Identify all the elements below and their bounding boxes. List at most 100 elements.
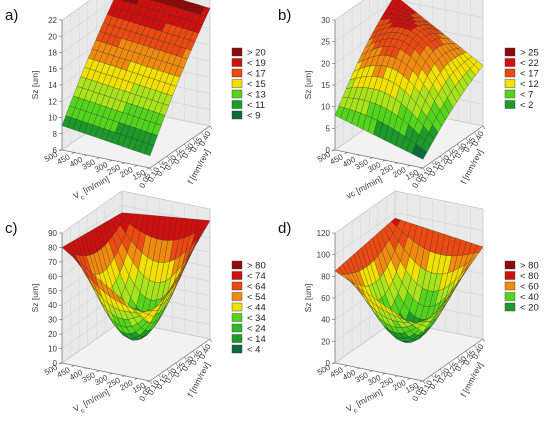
vc-tick <box>344 365 348 367</box>
f-tick <box>149 167 153 172</box>
legend-label: < 15 <box>247 79 266 90</box>
vc-tick <box>84 154 88 157</box>
z-tick-label: 120 <box>317 229 331 238</box>
legend-label: > 80 <box>247 261 266 272</box>
vc-tick <box>71 365 75 367</box>
legend-label: < 44 <box>247 303 266 314</box>
f-tick <box>431 374 434 379</box>
axis-frame <box>61 233 211 382</box>
f-tick <box>422 167 426 172</box>
f-tick <box>457 356 460 361</box>
f-tick <box>192 137 196 142</box>
legend-swatch <box>504 100 516 109</box>
panel-label: a) <box>5 7 18 24</box>
f-tick <box>457 143 460 148</box>
legend-swatch <box>504 58 516 67</box>
vc-tick <box>146 380 151 383</box>
f-tick <box>166 368 170 373</box>
f-tick <box>465 137 469 142</box>
legend-swatch <box>504 260 516 270</box>
surface-facet <box>144 143 155 157</box>
vc-tick <box>407 378 411 380</box>
legend-label: > 20 <box>247 48 266 59</box>
z-tick-label: 8 <box>53 130 58 139</box>
legend-label: < 4 <box>247 345 260 356</box>
f-tick <box>192 350 196 355</box>
z-tick-label: 10 <box>48 114 57 123</box>
vc-tick <box>331 149 336 152</box>
z-tick-label: 18 <box>48 49 57 58</box>
legend-swatch <box>504 271 516 280</box>
f-tick <box>166 155 170 160</box>
f-tick <box>158 374 161 379</box>
legend-label: < 24 <box>247 324 266 335</box>
legend-swatch <box>504 68 516 78</box>
z-tick-label: 5 <box>326 124 331 133</box>
z-gridline <box>334 0 365 21</box>
legend-swatch <box>504 79 516 88</box>
z-axis-label: Sz [um] <box>303 71 313 100</box>
z-axis-label: Sz [um] <box>303 284 313 313</box>
f-tick <box>448 149 451 154</box>
legend-label: < 34 <box>247 313 266 324</box>
vc-tick <box>419 380 424 383</box>
f-tick <box>474 131 477 136</box>
f-tick <box>201 131 204 136</box>
legend-swatch <box>504 292 516 301</box>
vc-tick <box>121 375 125 378</box>
z-axis-label: Sz [um] <box>30 71 40 100</box>
z-gridline <box>334 0 484 42</box>
z-tick-label: 6 <box>53 146 58 155</box>
vc-tick <box>369 370 373 372</box>
panel-label: b) <box>278 7 291 24</box>
legend-swatch <box>231 47 243 57</box>
legend-swatch <box>231 323 243 333</box>
z-tick-label: 12 <box>48 97 57 106</box>
z-tick-label: 90 <box>48 229 57 238</box>
vc-tick <box>134 165 138 167</box>
legend-label: < 74 <box>247 271 266 282</box>
vc-tick <box>394 162 398 165</box>
vc-tick <box>109 160 113 162</box>
z-tick-label: 20 <box>321 337 330 346</box>
legend-swatch <box>504 89 516 99</box>
vc-tick <box>419 167 424 170</box>
f-tick <box>439 155 443 160</box>
f-tick <box>209 125 213 130</box>
legend-label: < 80 <box>520 271 539 282</box>
z-tick-label: 60 <box>321 294 330 303</box>
vc-tick <box>121 162 125 165</box>
z-tick-label: 30 <box>48 316 57 325</box>
legend-swatch <box>231 302 243 312</box>
legend-swatch <box>231 89 243 99</box>
vc-axis-label: Vc [m/min] <box>71 174 112 204</box>
z-tick-label: 50 <box>48 287 57 296</box>
z-tick-label: 0 <box>53 359 58 368</box>
f-tick <box>439 368 443 373</box>
z-tick-label: 25 <box>321 38 330 47</box>
z-tick-label: 0 <box>326 359 331 368</box>
vc-tick <box>58 362 63 365</box>
vc-tick <box>96 157 100 159</box>
z-tick-label: 15 <box>321 81 330 90</box>
vc-tick <box>58 149 63 152</box>
vc-tick <box>382 160 386 162</box>
z-tick-label: 80 <box>48 243 57 252</box>
f-tick <box>465 350 469 355</box>
vc-axis-label: Vc [m/min] <box>344 387 385 417</box>
legend-swatch <box>231 58 243 67</box>
legend-label: < 12 <box>520 79 539 90</box>
vc-tick <box>134 378 138 380</box>
vc-tick <box>394 375 398 378</box>
z-tick-label: 20 <box>321 59 330 68</box>
legend-label: < 20 <box>520 303 539 314</box>
vc-tick <box>84 367 88 370</box>
legend-label: < 60 <box>520 282 539 293</box>
z-tick-label: 70 <box>48 258 57 267</box>
f-tick <box>149 380 153 385</box>
z-tick-label: 30 <box>321 16 330 25</box>
